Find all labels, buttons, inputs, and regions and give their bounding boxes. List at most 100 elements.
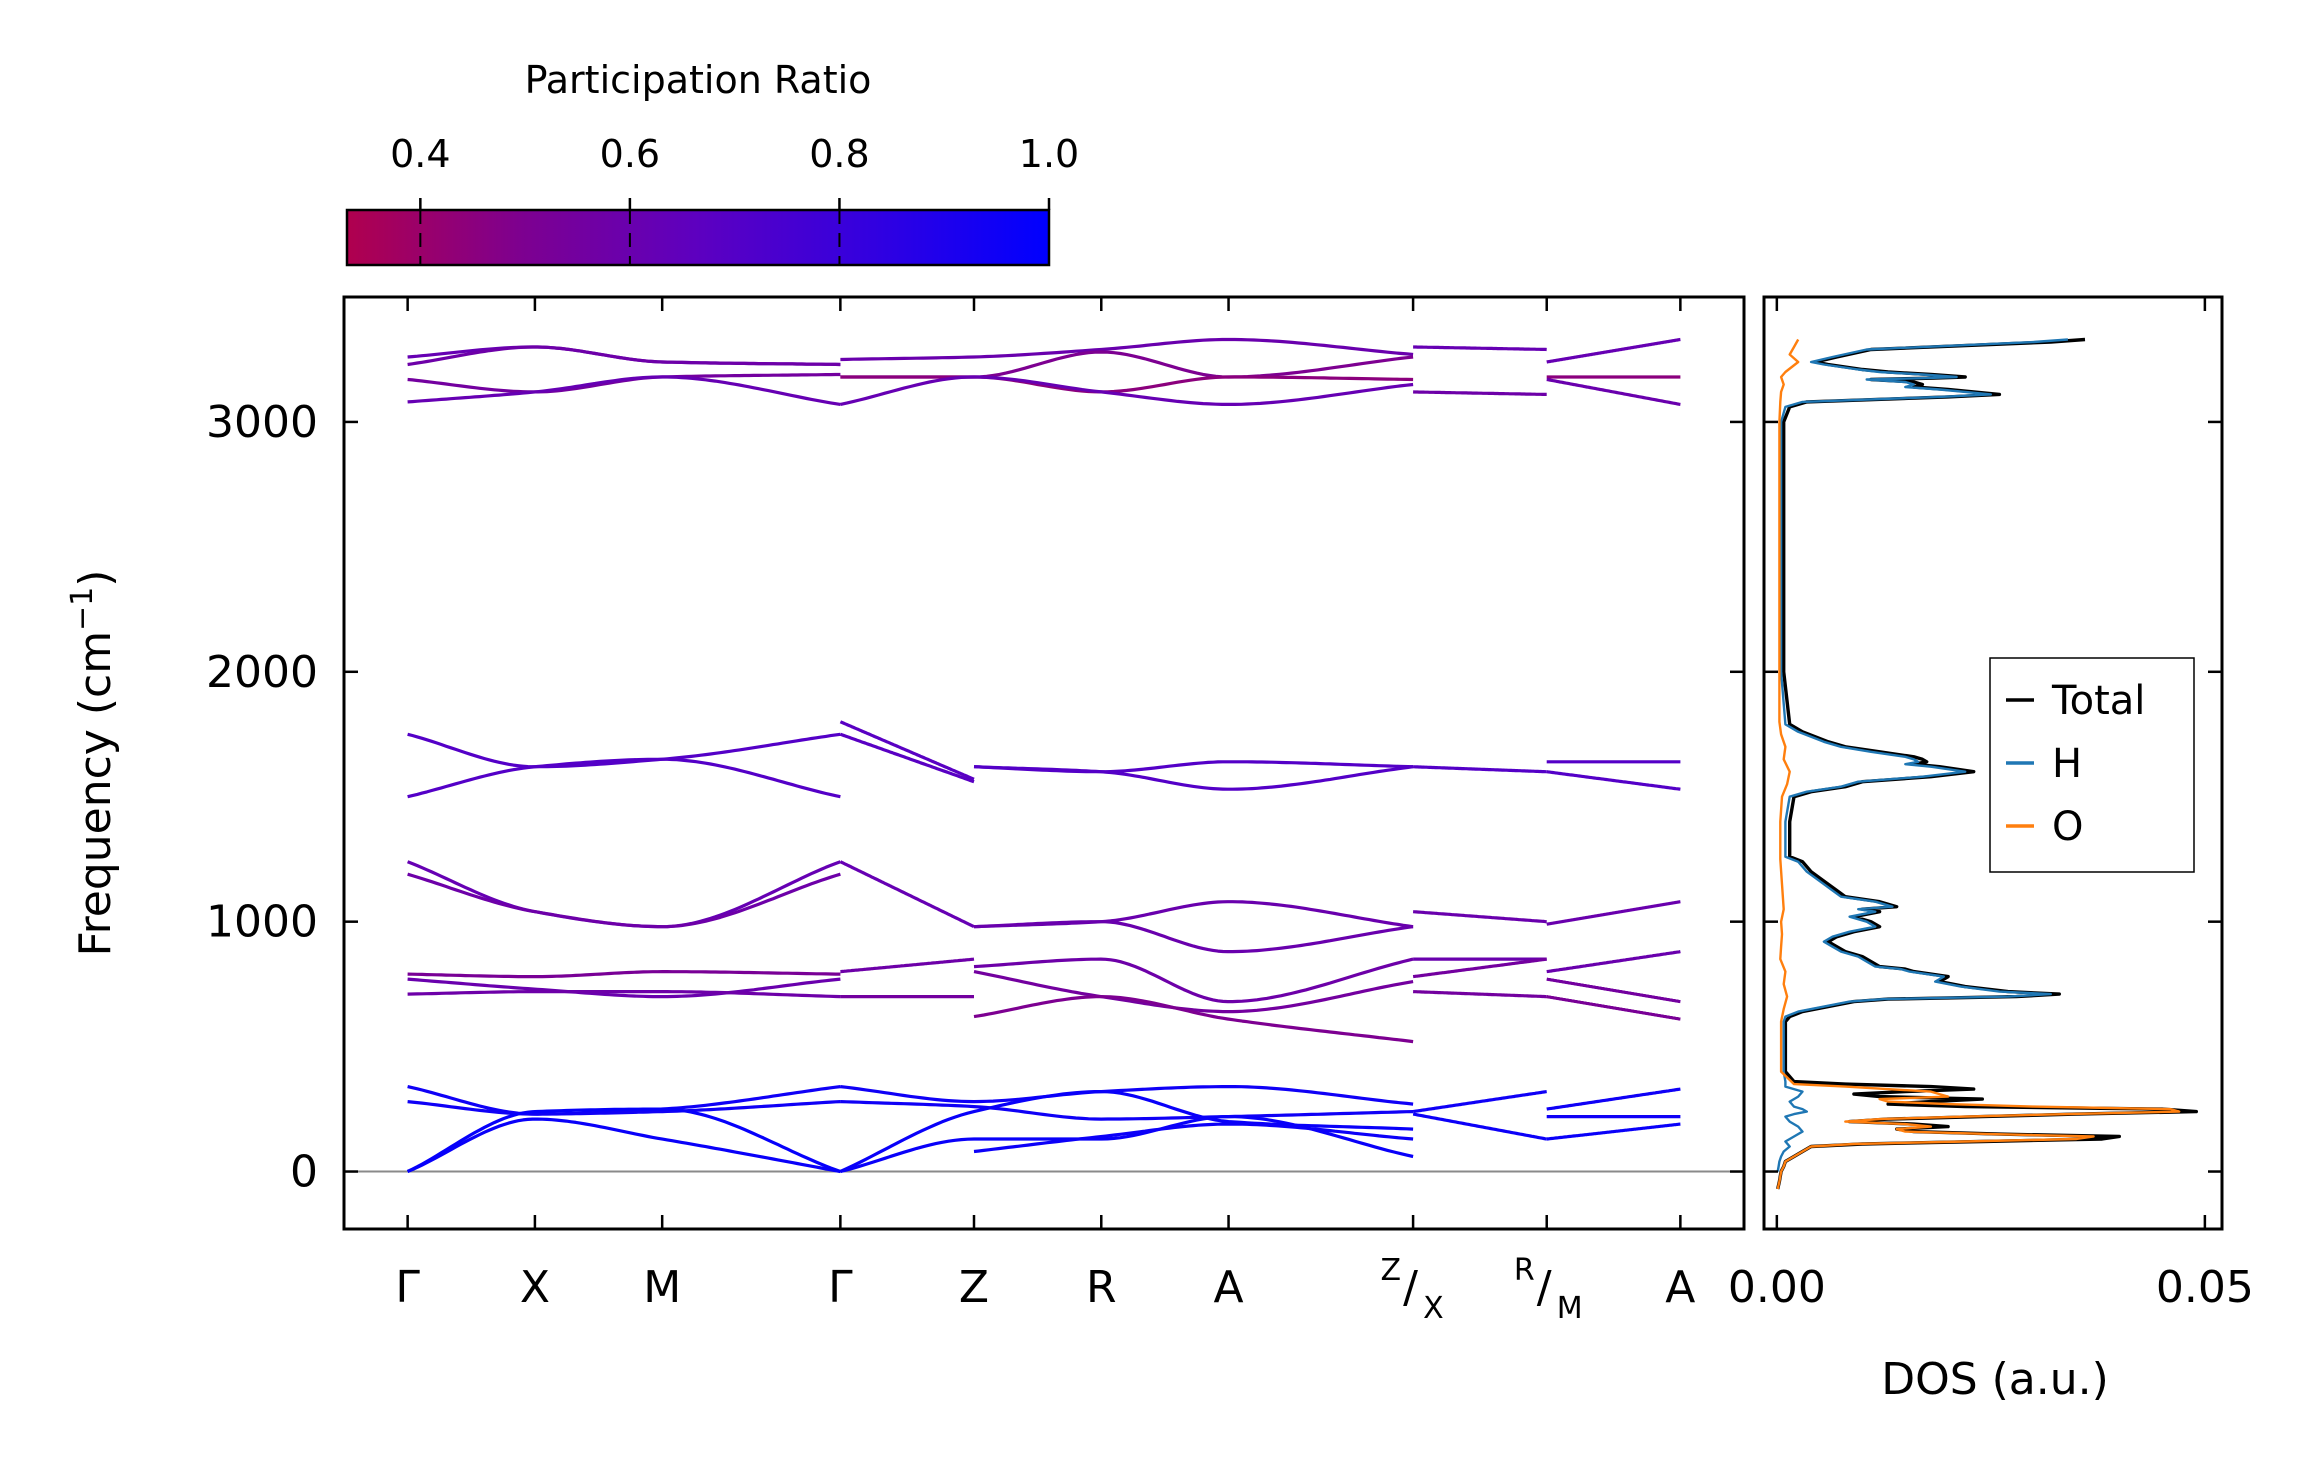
y-tick-label: 3000: [206, 397, 318, 448]
band-curve: [1412, 957, 1547, 979]
band-curve: [1412, 1112, 1547, 1141]
band-curve: [973, 1122, 1414, 1154]
colorbar-title: Participation Ratio: [525, 58, 872, 102]
dos-y-ticks: [1764, 420, 2222, 1173]
band-curve: [840, 1085, 1414, 1106]
band-curve: [839, 720, 975, 781]
colorbar-tick-label: 0.8: [809, 132, 869, 176]
dos-axes-frame: [1762, 295, 2224, 1231]
colorbar-tick-label: 1.0: [1019, 132, 1079, 176]
band-axes-frame: [342, 295, 1746, 1231]
band-curve: [973, 920, 1414, 954]
band-curve: [1546, 900, 1681, 926]
band-curve: [407, 757, 841, 799]
band-curve: [1412, 990, 1547, 999]
band-curve: [1546, 770, 1681, 791]
kpoint-label: M: [643, 1262, 681, 1313]
band-curve: [839, 1090, 1414, 1173]
band-curve: [406, 1117, 841, 1174]
kpoint-label: X: [520, 1262, 550, 1313]
kpoint-label: Γ: [395, 1262, 420, 1313]
band-curve: [840, 350, 1414, 379]
band-curve: [406, 1107, 841, 1174]
dos-x-ticks: 0.00 0.05: [1728, 297, 2254, 1313]
band-curve: [1546, 1122, 1681, 1141]
y-axis-label-superscript: −1: [65, 587, 100, 631]
kpoint-lines: [406, 297, 1682, 1229]
dos-curves: [1776, 337, 2198, 1190]
y-axis-label-end: ): [70, 570, 121, 587]
kpoint-label: R: [1086, 1262, 1117, 1313]
band-curve: [1546, 977, 1681, 1004]
band-curve: [973, 995, 1414, 1044]
band-curve: [1546, 1087, 1681, 1111]
band-curve: [1546, 950, 1681, 974]
legend-frame: [1989, 657, 2195, 873]
kpoint-label: X: [1423, 1291, 1444, 1326]
kpoint-label-prefix: R: [1514, 1253, 1535, 1288]
band-curve: [407, 732, 841, 769]
y-tick-label: 2000: [206, 647, 318, 698]
band-curve: [407, 345, 841, 367]
y-axis-label-text: Frequency (cm: [70, 631, 121, 957]
band-curve: [973, 765, 1414, 791]
band-curve: [973, 957, 1414, 1004]
band-curve: [1412, 1090, 1547, 1114]
band-curve: [1546, 995, 1681, 1021]
band-curve: [840, 337, 1414, 362]
band-curve: [407, 872, 841, 929]
band-curve: [840, 375, 1414, 394]
band-curve: [839, 732, 975, 784]
kpoint-label: Z: [959, 1262, 989, 1313]
band-curve: [1412, 390, 1547, 396]
band-curve: [407, 990, 841, 999]
band-curve: [407, 977, 841, 999]
band-curve: [840, 375, 1414, 406]
dos-curve-h: [1776, 338, 2068, 1172]
kpoint-label: M: [1557, 1291, 1583, 1326]
legend-label-o: O: [2052, 804, 2083, 850]
kpoint-label: A: [1665, 1262, 1695, 1313]
kpoint-label-prefix: Z: [1381, 1253, 1402, 1288]
dos-legend: Total HO: [1989, 657, 2195, 873]
dos-x-tick-label: 0.00: [1728, 1262, 1826, 1313]
dos-panel: 0.00 0.05 DOS (a.u.) Total HO: [1728, 295, 2254, 1405]
band-curve: [1546, 337, 1681, 364]
band-curve: [407, 345, 841, 367]
band-curve: [1412, 910, 1547, 924]
legend-label-h: H: [2052, 741, 2082, 787]
band-curve: [840, 957, 975, 974]
band-curve: [973, 970, 1414, 1014]
dos-x-tick-label: 0.05: [2156, 1262, 2254, 1313]
colorbar: Participation Ratio 0.4 0.6 0.8 1.0: [345, 58, 1079, 267]
band-curve: [840, 1100, 1414, 1121]
band-curve: [1412, 765, 1547, 774]
band-curve: [839, 860, 975, 929]
band-curve: [407, 970, 841, 979]
y-axis-label: Frequency (cm−1): [65, 570, 121, 957]
band-curve: [407, 372, 841, 394]
kpoint-label-slash: /: [1537, 1262, 1552, 1313]
band-curves: [406, 337, 1681, 1174]
band-curve: [1413, 345, 1547, 352]
band-curve: [407, 375, 841, 406]
dos-x-axis-label: DOS (a.u.): [1881, 1354, 2109, 1405]
legend-label-total: Total: [2051, 678, 2145, 724]
band-y-ticks: 0 1000 2000 3000: [206, 397, 1744, 1198]
band-x-ticks: Γ X M Γ Z R A Z / XR / M A: [395, 1253, 1695, 1326]
kpoint-label: A: [1213, 1262, 1243, 1313]
colorbar-ticks: 0.4 0.6 0.8 1.0: [390, 132, 1079, 265]
y-tick-label: 0: [290, 1147, 318, 1198]
kpoint-label-slash: /: [1403, 1262, 1418, 1313]
y-tick-label: 1000: [206, 897, 318, 948]
dos-curve-o: [1776, 338, 2181, 1190]
colorbar-tick-label: 0.6: [600, 132, 660, 176]
kpoint-label: Γ: [828, 1262, 853, 1313]
band-curve: [1546, 377, 1681, 406]
colorbar-tick-label: 0.4: [390, 132, 450, 176]
colorbar-gradient: [345, 208, 1051, 267]
band-curve: [407, 1100, 841, 1116]
